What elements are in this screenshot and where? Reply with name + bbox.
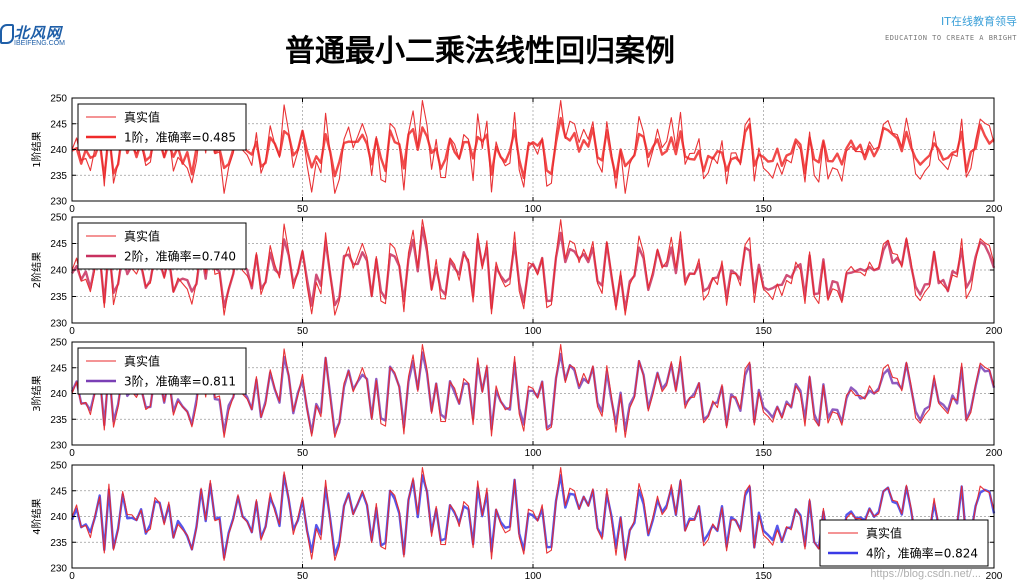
x-tick-label: 0 — [69, 326, 75, 337]
y-tick-label: 235 — [50, 292, 67, 303]
tagline-english: EDUCATION TO CREATE A BRIGHT — [884, 34, 1017, 42]
y-tick-label: 245 — [50, 363, 67, 374]
y-tick-label: 240 — [50, 266, 67, 277]
y-tick-label: 230 — [50, 319, 67, 330]
x-tick-label: 150 — [755, 326, 772, 337]
legend-box — [77, 347, 247, 395]
y-tick-label: 245 — [50, 119, 67, 130]
y-tick-label: 230 — [50, 441, 67, 452]
x-tick-label: 0 — [69, 204, 75, 215]
legend: 真实值 2阶，准确率=0.740 — [77, 222, 247, 270]
legend-box — [77, 103, 247, 151]
series-line-fit — [70, 226, 996, 311]
x-tick-label: 150 — [755, 571, 772, 582]
logo: 北风网 IBEIFENG.COM — [0, 22, 76, 50]
y-tick-label: 245 — [50, 239, 67, 250]
legend-label: 真实值 — [124, 110, 160, 125]
page-title: 普通最小二乘法线性回归案例 — [285, 34, 675, 69]
legend: 真实值 4阶，准确率=0.824 — [819, 519, 989, 567]
legend: 真实值 3阶，准确率=0.811 — [77, 347, 247, 395]
legend: 真实值 1阶，准确率=0.485 — [77, 103, 247, 151]
x-tick-label: 50 — [297, 326, 309, 337]
y-tick-label: 235 — [50, 171, 67, 182]
x-tick-label: 200 — [986, 326, 1003, 337]
legend-label: 4阶，准确率=0.824 — [866, 546, 978, 561]
tagline: IT在线教育领导 — [941, 15, 1017, 28]
series-line-true — [71, 219, 995, 316]
x-tick-label: 150 — [755, 448, 772, 459]
y-tick-label: 235 — [50, 538, 67, 549]
y-axis-label: 1阶结果 — [30, 131, 43, 167]
chart-panel-3: 0 50 100 150 200 230 235 240 245 250 3阶结果 真实值 3阶，准确率… — [30, 338, 1003, 460]
y-tick-label: 245 — [50, 486, 67, 497]
y-tick-label: 230 — [50, 564, 67, 575]
x-tick-label: 50 — [297, 204, 309, 215]
legend-label: 1阶，准确率=0.485 — [124, 130, 236, 145]
x-tick-label: 100 — [525, 326, 542, 337]
chart-panel-2: 0 50 100 150 200 230 235 240 245 250 2阶结果 真实值 2阶，准确率… — [30, 213, 1003, 338]
chart-panel-4: 0 50 100 150 200 230 235 240 245 250 4阶结果真实值 4阶，准确率… — [30, 461, 1003, 583]
y-tick-label: 240 — [50, 389, 67, 400]
legend-label: 真实值 — [866, 526, 902, 541]
y-tick-label: 240 — [50, 145, 67, 156]
logo-text: 北风网 — [14, 24, 63, 42]
logo-subtext: IBEIFENG.COM — [14, 40, 65, 47]
y-axis-label: 2阶结果 — [30, 252, 43, 288]
y-tick-label: 240 — [50, 512, 67, 523]
y-tick-label: 250 — [50, 213, 67, 224]
x-tick-label: 50 — [297, 571, 309, 582]
series-line-fit — [70, 351, 996, 435]
x-tick-label: 150 — [755, 204, 772, 215]
x-tick-label: 100 — [525, 448, 542, 459]
y-tick-label: 235 — [50, 415, 67, 426]
legend-label: 真实值 — [124, 229, 160, 244]
legend-label: 真实值 — [124, 354, 160, 369]
legend-box — [819, 519, 989, 567]
legend-label: 3阶，准确率=0.811 — [124, 374, 236, 389]
y-tick-label: 250 — [50, 94, 67, 105]
logo-icon — [0, 24, 14, 44]
x-tick-label: 0 — [69, 448, 75, 459]
y-axis-label: 3阶结果 — [30, 375, 43, 411]
series-line-true — [71, 100, 995, 194]
y-tick-label: 230 — [50, 197, 67, 208]
y-axis-label: 4阶结果 — [30, 498, 43, 534]
x-tick-label: 200 — [986, 204, 1003, 215]
series-line-fit — [71, 116, 995, 180]
y-tick-label: 250 — [50, 338, 67, 349]
x-tick-label: 50 — [297, 448, 309, 459]
x-tick-label: 100 — [525, 571, 542, 582]
legend-label: 2阶，准确率=0.740 — [124, 249, 236, 264]
series-line-true — [71, 344, 995, 438]
x-tick-label: 200 — [986, 448, 1003, 459]
x-tick-label: 100 — [525, 204, 542, 215]
watermark: https://blog.csdn.net/... — [870, 568, 981, 580]
y-tick-label: 250 — [50, 461, 67, 472]
x-tick-label: 0 — [69, 571, 75, 582]
legend-box — [77, 222, 247, 270]
chart-panel-1: 0 50 100 150 200 230 235 240 245 250 1阶结果 真实值 1阶，准确率… — [30, 94, 1003, 216]
x-tick-label: 200 — [986, 571, 1003, 582]
